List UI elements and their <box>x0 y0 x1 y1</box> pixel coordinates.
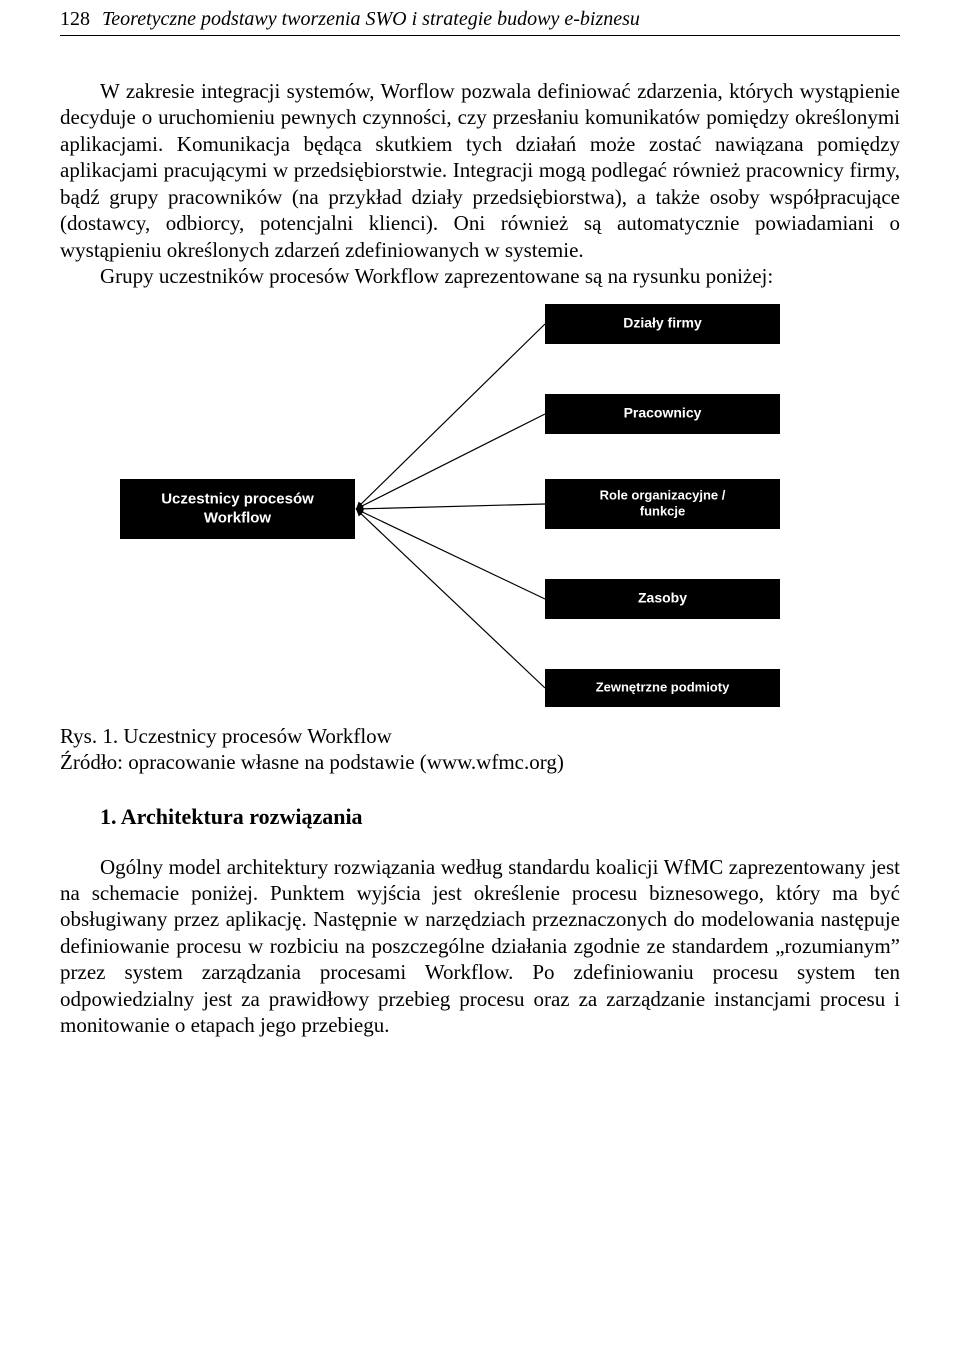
running-title: Teoretyczne podstawy tworzenia SWO i str… <box>102 8 640 31</box>
diagram-edge <box>356 509 545 688</box>
diagram-leaf-2-label: Role organizacyjne / <box>600 487 726 502</box>
workflow-diagram: Uczestnicy procesów Workflow Działy firmy P… <box>60 304 900 719</box>
diagram-central-box-label: Workflow <box>204 509 272 526</box>
diagram-edge <box>356 504 545 509</box>
running-head: 128 Teoretyczne podstawy tworzenia SWO i… <box>60 0 900 36</box>
figure-source: Źródło: opracowanie własne na podstawie … <box>60 749 900 775</box>
diagram-leaf-4-label: Zewnętrzne podmioty <box>596 679 730 694</box>
paragraph-1: W zakresie integracji systemów, Worflow … <box>60 78 900 263</box>
paragraph-3: Ogólny model architektury rozwiązania we… <box>60 854 900 1039</box>
figure-label: Rys. 1. Uczestnicy procesów Workflow <box>60 723 900 749</box>
page: 128 Teoretyczne podstawy tworzenia SWO i… <box>0 0 960 1099</box>
section-heading: 1. Architektura rozwiązania <box>100 804 900 830</box>
diagram-leaf-0-label: Działy firmy <box>623 314 702 330</box>
diagram-edge <box>356 324 545 509</box>
diagram-leaf-3-label: Zasoby <box>638 589 687 605</box>
diagram-leaf-1-label: Pracownicy <box>624 404 702 420</box>
figure-caption: Rys. 1. Uczestnicy procesów Workflow Źró… <box>60 723 900 776</box>
diagram-edge <box>356 509 545 599</box>
diagram-edge <box>356 414 545 509</box>
page-number: 128 <box>60 8 102 31</box>
diagram-central-box-label: Uczestnicy procesów <box>161 490 314 507</box>
paragraph-2: Grupy uczestników procesów Workflow zapr… <box>60 263 900 289</box>
diagram-leaf-2-label: funkcje <box>640 503 686 518</box>
